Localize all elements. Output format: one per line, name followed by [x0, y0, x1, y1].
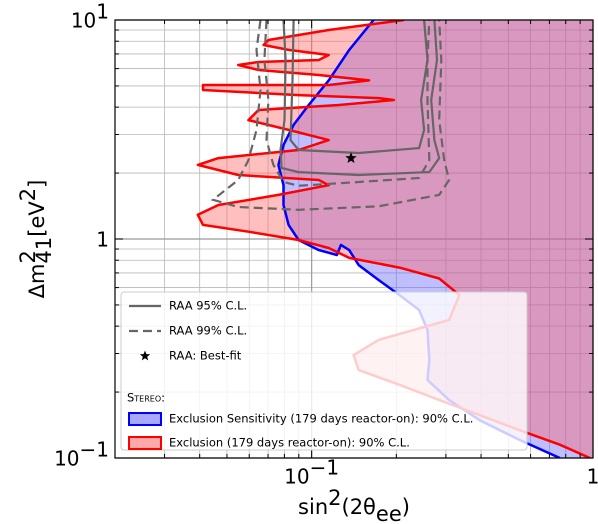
axis-label-part: ) — [402, 495, 410, 519]
tick-label-exponent: 1 — [96, 0, 109, 24]
legend-label: RAA 99% C.L. — [169, 324, 247, 338]
legend-label: Exclusion Sensitivity (179 days reactor-… — [169, 412, 473, 426]
tick-label: 10 — [71, 9, 96, 33]
legend-swatch — [128, 412, 162, 426]
plot-frame — [114, 19, 594, 459]
tick-label-exponent: −1 — [80, 438, 109, 462]
axis-label-part: ee — [376, 502, 402, 524]
x-axis-label: sin 2 (2θ ee) — [298, 486, 410, 524]
axis-label-part: 2 — [328, 486, 341, 510]
tick-label: 10 — [284, 465, 309, 489]
legend-label: RAA 95% C.L. — [169, 299, 247, 313]
tick-label: 1 — [96, 228, 109, 252]
axis-label-part: sin — [298, 495, 328, 519]
tick-label: 1 — [587, 465, 598, 489]
tick-label: 10 — [54, 447, 79, 471]
legend-group-title: Stereo: — [127, 391, 165, 405]
axis-label-part: [eV — [25, 201, 49, 237]
axis-label-part: Δm — [25, 263, 49, 298]
legend-box — [120, 291, 528, 451]
best-fit-marker — [345, 152, 357, 163]
legend-label: Exclusion (179 days reactor-on): 90% C.L… — [169, 436, 410, 450]
axis-label-part: 2 — [16, 250, 40, 263]
axis-label-part: 2 — [16, 188, 40, 201]
tick-label-exponent: −1 — [310, 456, 339, 480]
legend-label: RAA: Best-fit — [169, 349, 242, 363]
axis-label-part: 41 — [32, 237, 56, 264]
raa-contour — [210, 20, 451, 211]
legend-swatch — [139, 350, 151, 361]
legend-swatch — [128, 436, 162, 450]
raa-contour — [279, 20, 441, 177]
axis-label-part: (2θ — [342, 495, 376, 519]
axis-label-part: ] — [25, 180, 49, 188]
